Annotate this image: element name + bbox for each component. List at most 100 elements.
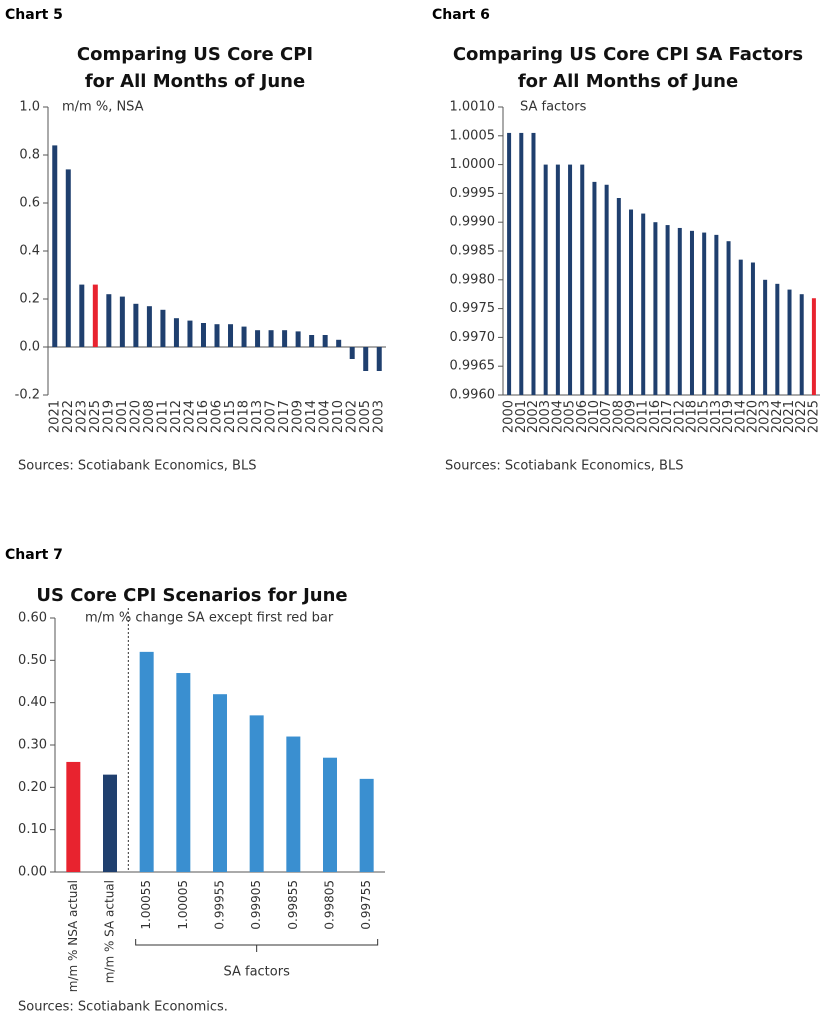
- y-tick-label: 0.9965: [450, 359, 496, 374]
- bar: [519, 132, 524, 396]
- x-tick-label: 2025: [806, 400, 821, 433]
- y-tick-label: 0.8: [19, 148, 40, 163]
- bar: [309, 335, 315, 347]
- y-tick-label: 1.0005: [450, 128, 496, 143]
- bar: [349, 347, 355, 359]
- x-tick-label: 2001: [514, 400, 529, 433]
- bar: [65, 169, 71, 347]
- bar: [775, 283, 780, 395]
- bar: [580, 164, 585, 395]
- bar: [665, 225, 670, 395]
- chart-label: Chart 5: [5, 7, 63, 23]
- bar: [653, 222, 658, 395]
- y-tick-label: 0.9980: [450, 272, 496, 287]
- bar: [160, 309, 166, 347]
- x-tick-label: 2007: [264, 400, 279, 433]
- bar: [555, 164, 560, 395]
- x-tick-label: 2014: [304, 400, 319, 433]
- bar: [629, 209, 634, 395]
- x-tick-label: 2001: [115, 400, 130, 433]
- source: Sources: Scotiabank Economics.: [18, 1000, 228, 1015]
- x-tick-label: 2019: [721, 400, 736, 433]
- chart-label: Chart 6: [432, 7, 490, 23]
- bar: [282, 330, 288, 347]
- x-tick-label: 2009: [291, 400, 306, 433]
- x-tick-label: 2020: [745, 400, 760, 433]
- chart-label: Chart 7: [5, 547, 63, 563]
- bar: [92, 284, 98, 347]
- x-tick-label: 2021: [47, 400, 62, 433]
- x-tick-label: 2002: [345, 400, 360, 433]
- bar: [119, 296, 125, 347]
- x-tick-label: 2024: [770, 400, 785, 433]
- y-tick-label: 0.30: [18, 738, 47, 753]
- bar: [133, 303, 139, 347]
- bar: [689, 230, 694, 395]
- x-tick-label: 2010: [587, 400, 602, 433]
- x-tick-label: 2018: [237, 400, 252, 433]
- bracket-label: SA factors: [223, 965, 290, 980]
- bar: [295, 331, 301, 347]
- x-tick-label: 2017: [660, 400, 675, 433]
- y-tick-label: 0.9960: [450, 388, 496, 403]
- source: Sources: Scotiabank Economics, BLS: [445, 459, 683, 474]
- bar: [359, 778, 374, 872]
- x-tick-label: 2022: [61, 400, 76, 433]
- x-tick-label: 2007: [599, 400, 614, 433]
- bar: [106, 294, 112, 347]
- chart-title: Comparing US Core CPI: [77, 44, 313, 65]
- y-tick-label: 0.2: [19, 292, 40, 307]
- x-tick-label: 2000: [502, 400, 517, 433]
- x-tick-label: 2016: [196, 400, 211, 433]
- y-tick-label: 1.0010: [450, 100, 496, 115]
- unit-note: m/m %, NSA: [62, 100, 144, 115]
- bar: [173, 318, 179, 347]
- bar: [214, 324, 220, 347]
- bar: [616, 198, 621, 395]
- y-tick-label: 0.9990: [450, 215, 496, 230]
- x-tick-label: 2002: [526, 400, 541, 433]
- bar: [213, 694, 227, 872]
- bar: [286, 736, 301, 872]
- x-tick-label: 2015: [223, 400, 238, 433]
- y-tick-label: 0.9975: [450, 301, 496, 316]
- x-tick-label: 2024: [182, 400, 197, 433]
- x-tick-label: 0.99805: [323, 880, 337, 930]
- x-tick-label: 2013: [250, 400, 265, 433]
- bar: [543, 164, 548, 395]
- y-tick-label: 0.00: [18, 865, 47, 880]
- y-tick-label: 1.0000: [450, 157, 496, 172]
- bar: [52, 145, 58, 347]
- x-tick-label: 2009: [624, 400, 639, 433]
- chart-title: for All Months of June: [85, 71, 305, 92]
- bar: [241, 326, 247, 347]
- bar: [268, 330, 274, 347]
- bar: [592, 181, 597, 395]
- x-tick-label: 2021: [782, 400, 797, 433]
- y-tick-label: 1.0: [19, 100, 40, 115]
- unit-note: SA factors: [520, 100, 587, 115]
- chart-title: for All Months of June: [518, 71, 738, 92]
- bar: [677, 227, 682, 395]
- bar: [249, 715, 264, 872]
- bar: [176, 673, 191, 872]
- bar: [799, 294, 804, 395]
- bar: [323, 757, 337, 872]
- chart-title: US Core CPI Scenarios for June: [36, 585, 347, 606]
- x-tick-label: 2015: [697, 400, 712, 433]
- x-tick-label: 2023: [758, 400, 773, 433]
- y-tick-label: 0.50: [18, 653, 47, 668]
- y-tick-label: 0.9970: [450, 330, 496, 345]
- bar: [702, 232, 707, 395]
- x-tick-label: 2005: [358, 400, 373, 433]
- bar: [726, 241, 731, 395]
- x-tick-label: 0.99905: [249, 880, 263, 930]
- chart: Chart 6 Comparing US Core CPI SA Factors f…: [432, 7, 821, 474]
- x-tick-label: 2011: [155, 400, 170, 433]
- bar: [376, 347, 382, 371]
- bar: [139, 651, 154, 872]
- x-tick-label: 2023: [74, 400, 89, 433]
- x-tick-label: m/m % NSA actual: [66, 880, 80, 992]
- y-tick-label: 0.4: [19, 244, 40, 259]
